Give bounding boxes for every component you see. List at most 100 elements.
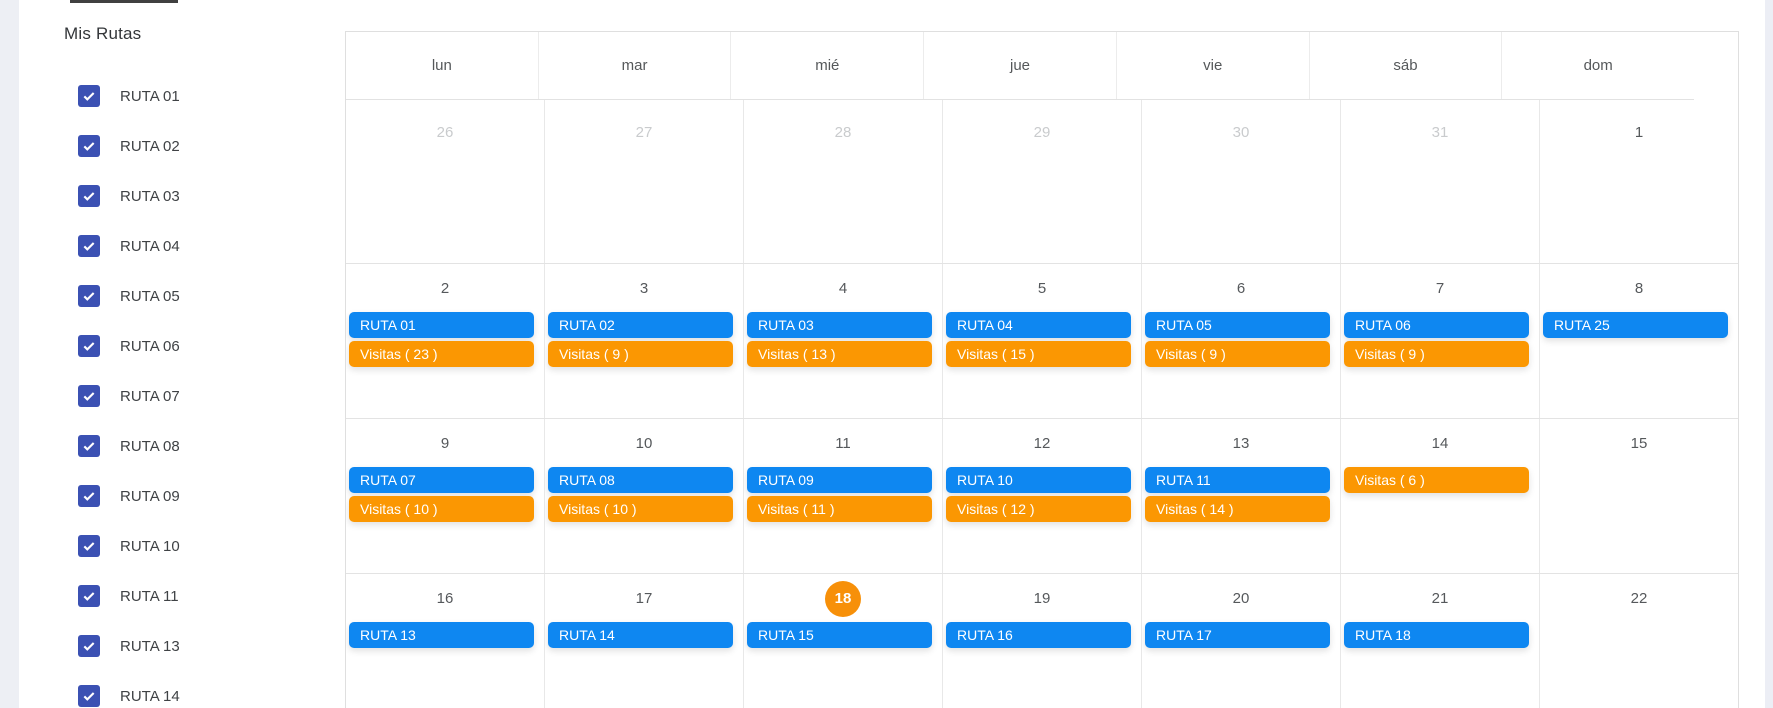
calendar-day-cell[interactable]: 30 bbox=[1142, 100, 1341, 263]
event-bar[interactable]: RUTA 04 bbox=[946, 312, 1131, 338]
day-number: 9 bbox=[440, 435, 450, 452]
checkbox-checked-icon[interactable] bbox=[78, 635, 100, 657]
event-bar[interactable]: RUTA 15 bbox=[747, 622, 932, 648]
event-bar[interactable]: RUTA 11 bbox=[1145, 467, 1330, 493]
event-bar[interactable]: RUTA 01 bbox=[349, 312, 534, 338]
calendar-day-cell[interactable]: 16 RUTA 13 bbox=[346, 574, 545, 708]
checkbox-checked-icon[interactable] bbox=[78, 585, 100, 607]
sidebar-route-item[interactable]: RUTA 05 bbox=[78, 285, 180, 307]
event-bar[interactable]: Visitas ( 11 ) bbox=[747, 496, 932, 522]
event-bar[interactable]: Visitas ( 13 ) bbox=[747, 341, 932, 367]
event-bar[interactable]: Visitas ( 12 ) bbox=[946, 496, 1131, 522]
checkbox-checked-icon[interactable] bbox=[78, 685, 100, 707]
calendar-day-cell[interactable]: 18 RUTA 15 bbox=[744, 574, 943, 708]
sidebar-route-item[interactable]: RUTA 04 bbox=[78, 235, 180, 257]
checkbox-checked-icon[interactable] bbox=[78, 335, 100, 357]
calendar-day-cell[interactable]: 19 RUTA 16 bbox=[943, 574, 1142, 708]
calendar-day-cell[interactable]: 3 RUTA 02 Visitas ( 9 ) bbox=[545, 264, 744, 418]
sidebar-route-item[interactable]: RUTA 09 bbox=[78, 485, 180, 507]
event-bar[interactable]: Visitas ( 10 ) bbox=[349, 496, 534, 522]
checkbox-checked-icon[interactable] bbox=[78, 135, 100, 157]
sidebar-route-item[interactable]: RUTA 08 bbox=[78, 435, 180, 457]
day-number-wrap: 30 bbox=[1142, 100, 1340, 143]
checkbox-checked-icon[interactable] bbox=[78, 435, 100, 457]
sidebar-route-item[interactable]: RUTA 07 bbox=[78, 385, 180, 407]
event-bar[interactable]: RUTA 06 bbox=[1344, 312, 1529, 338]
checkbox-checked-icon[interactable] bbox=[78, 185, 100, 207]
calendar-day-cell[interactable]: 6 RUTA 05 Visitas ( 9 ) bbox=[1142, 264, 1341, 418]
event-bar[interactable]: RUTA 18 bbox=[1344, 622, 1529, 648]
event-bar[interactable]: RUTA 08 bbox=[548, 467, 733, 493]
sidebar-route-item[interactable]: RUTA 01 bbox=[78, 85, 180, 107]
event-bar[interactable]: Visitas ( 10 ) bbox=[548, 496, 733, 522]
calendar-day-cell[interactable]: 15 bbox=[1540, 419, 1738, 573]
calendar-day-cell[interactable]: 20 RUTA 17 bbox=[1142, 574, 1341, 708]
calendar-day-cell[interactable]: 12 RUTA 10 Visitas ( 12 ) bbox=[943, 419, 1142, 573]
sidebar-route-item[interactable]: RUTA 13 bbox=[78, 635, 180, 657]
event-bar[interactable]: Visitas ( 14 ) bbox=[1145, 496, 1330, 522]
checkbox-checked-icon[interactable] bbox=[78, 485, 100, 507]
day-events: RUTA 15 bbox=[744, 622, 942, 648]
calendar-week-row: 9 RUTA 07 Visitas ( 10 ) 10 RUTA 08 Visita… bbox=[346, 418, 1738, 573]
day-number: 30 bbox=[1232, 124, 1250, 141]
calendar-day-cell[interactable]: 21 RUTA 18 bbox=[1341, 574, 1540, 708]
day-number: 8 bbox=[1634, 280, 1644, 297]
day-events: RUTA 16 bbox=[943, 622, 1141, 648]
calendar-day-cell[interactable]: 7 RUTA 06 Visitas ( 9 ) bbox=[1341, 264, 1540, 418]
sidebar-route-item[interactable]: RUTA 03 bbox=[78, 185, 180, 207]
event-bar[interactable]: Visitas ( 23 ) bbox=[349, 341, 534, 367]
calendar-day-cell[interactable]: 26 bbox=[346, 100, 545, 263]
calendar-day-cell[interactable]: 10 RUTA 08 Visitas ( 10 ) bbox=[545, 419, 744, 573]
calendar-day-cell[interactable]: 17 RUTA 14 bbox=[545, 574, 744, 708]
event-bar[interactable]: RUTA 17 bbox=[1145, 622, 1330, 648]
sidebar-route-item[interactable]: RUTA 10 bbox=[78, 535, 180, 557]
calendar-day-cell[interactable]: 29 bbox=[943, 100, 1142, 263]
checkbox-checked-icon[interactable] bbox=[78, 385, 100, 407]
checkbox-checked-icon[interactable] bbox=[78, 85, 100, 107]
day-events: RUTA 14 bbox=[545, 622, 743, 648]
calendar-day-cell[interactable]: 22 bbox=[1540, 574, 1738, 708]
browser-scrollbar[interactable] bbox=[1765, 0, 1773, 708]
calendar-day-cell[interactable]: 9 RUTA 07 Visitas ( 10 ) bbox=[346, 419, 545, 573]
event-bar[interactable]: RUTA 10 bbox=[946, 467, 1131, 493]
event-bar[interactable]: Visitas ( 15 ) bbox=[946, 341, 1131, 367]
event-bar[interactable]: RUTA 02 bbox=[548, 312, 733, 338]
day-number: 15 bbox=[1630, 435, 1648, 452]
event-bar[interactable]: RUTA 25 bbox=[1543, 312, 1728, 338]
event-bar[interactable]: RUTA 05 bbox=[1145, 312, 1330, 338]
event-bar[interactable]: Visitas ( 6 ) bbox=[1344, 467, 1529, 493]
event-bar[interactable]: RUTA 09 bbox=[747, 467, 932, 493]
checkbox-checked-icon[interactable] bbox=[78, 535, 100, 557]
calendar-day-cell[interactable]: 13 RUTA 11 Visitas ( 14 ) bbox=[1142, 419, 1341, 573]
calendar-day-cell[interactable]: 27 bbox=[545, 100, 744, 263]
route-label: RUTA 08 bbox=[120, 437, 180, 455]
sidebar-route-item[interactable]: RUTA 11 bbox=[78, 585, 180, 607]
day-events: RUTA 13 bbox=[346, 622, 544, 648]
calendar-day-cell[interactable]: 5 RUTA 04 Visitas ( 15 ) bbox=[943, 264, 1142, 418]
sidebar-route-item[interactable]: RUTA 06 bbox=[78, 335, 180, 357]
event-bar[interactable]: RUTA 03 bbox=[747, 312, 932, 338]
sidebar-route-item[interactable]: RUTA 14 bbox=[78, 685, 180, 707]
checkbox-checked-icon[interactable] bbox=[78, 235, 100, 257]
calendar-day-cell[interactable]: 14 Visitas ( 6 ) bbox=[1341, 419, 1540, 573]
calendar-day-cell[interactable]: 31 bbox=[1341, 100, 1540, 263]
event-bar[interactable]: RUTA 13 bbox=[349, 622, 534, 648]
sidebar-route-item[interactable]: RUTA 02 bbox=[78, 135, 180, 157]
calendar-day-cell[interactable]: 8 RUTA 25 bbox=[1540, 264, 1738, 418]
calendar-day-cell[interactable]: 11 RUTA 09 Visitas ( 11 ) bbox=[744, 419, 943, 573]
event-bar[interactable]: RUTA 14 bbox=[548, 622, 733, 648]
event-bar[interactable]: RUTA 07 bbox=[349, 467, 534, 493]
calendar-day-cell[interactable]: 1 bbox=[1540, 100, 1738, 263]
calendar-body: 26 27 28 29 30 31 1 2 R bbox=[346, 100, 1738, 708]
calendar-day-cell[interactable]: 28 bbox=[744, 100, 943, 263]
day-number-wrap: 17 bbox=[545, 574, 743, 609]
event-bar[interactable]: RUTA 16 bbox=[946, 622, 1131, 648]
checkbox-checked-icon[interactable] bbox=[78, 285, 100, 307]
event-bar[interactable]: Visitas ( 9 ) bbox=[1344, 341, 1529, 367]
calendar-day-cell[interactable]: 4 RUTA 03 Visitas ( 13 ) bbox=[744, 264, 943, 418]
event-bar[interactable]: Visitas ( 9 ) bbox=[1145, 341, 1330, 367]
day-number-wrap: 12 bbox=[943, 419, 1141, 454]
event-bar[interactable]: Visitas ( 9 ) bbox=[548, 341, 733, 367]
calendar-day-cell[interactable]: 2 RUTA 01 Visitas ( 23 ) bbox=[346, 264, 545, 418]
day-number-wrap: 4 bbox=[744, 264, 942, 299]
